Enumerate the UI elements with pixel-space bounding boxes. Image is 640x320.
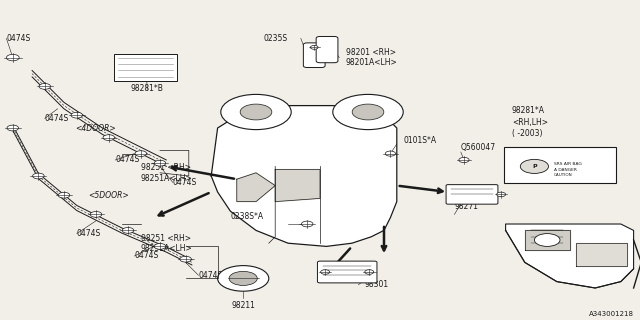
Polygon shape bbox=[525, 230, 570, 250]
FancyBboxPatch shape bbox=[303, 43, 325, 68]
Circle shape bbox=[459, 157, 469, 163]
Polygon shape bbox=[576, 243, 627, 266]
Circle shape bbox=[229, 271, 257, 285]
Text: 0474S: 0474S bbox=[77, 229, 101, 238]
Circle shape bbox=[33, 173, 44, 179]
Circle shape bbox=[39, 84, 51, 89]
Circle shape bbox=[6, 54, 19, 61]
Circle shape bbox=[90, 212, 102, 217]
Text: 0474S: 0474S bbox=[115, 156, 140, 164]
Text: P: P bbox=[532, 164, 537, 169]
Text: 98201 <RH>
98201A<LH>: 98201 <RH> 98201A<LH> bbox=[346, 48, 397, 67]
Text: 98271: 98271 bbox=[454, 202, 479, 211]
Circle shape bbox=[71, 112, 83, 118]
Circle shape bbox=[534, 234, 560, 246]
Circle shape bbox=[240, 104, 272, 120]
Circle shape bbox=[154, 160, 166, 166]
Circle shape bbox=[103, 135, 115, 140]
Polygon shape bbox=[237, 173, 275, 202]
FancyBboxPatch shape bbox=[317, 261, 377, 283]
Circle shape bbox=[154, 244, 166, 249]
Text: CAUTION: CAUTION bbox=[554, 173, 572, 177]
Text: <4DOOR>: <4DOOR> bbox=[76, 124, 116, 133]
Polygon shape bbox=[211, 106, 397, 246]
Circle shape bbox=[385, 151, 396, 156]
Circle shape bbox=[310, 45, 318, 49]
FancyBboxPatch shape bbox=[316, 36, 338, 63]
Circle shape bbox=[497, 192, 506, 196]
FancyBboxPatch shape bbox=[114, 54, 177, 81]
Circle shape bbox=[365, 270, 374, 274]
Text: 0235S: 0235S bbox=[264, 34, 288, 43]
Text: SRS AIR BAG: SRS AIR BAG bbox=[554, 162, 581, 166]
Circle shape bbox=[135, 151, 147, 156]
Circle shape bbox=[58, 192, 70, 198]
Circle shape bbox=[333, 94, 403, 130]
Text: 0238S*A: 0238S*A bbox=[230, 212, 264, 221]
Text: 0474S: 0474S bbox=[198, 271, 223, 280]
Text: 0101S*A: 0101S*A bbox=[403, 136, 436, 145]
Text: Q560047: Q560047 bbox=[461, 143, 496, 152]
Circle shape bbox=[352, 104, 384, 120]
Text: A343001218: A343001218 bbox=[589, 311, 634, 317]
Circle shape bbox=[321, 270, 330, 274]
Circle shape bbox=[301, 221, 313, 227]
Text: 98211: 98211 bbox=[231, 301, 255, 310]
Polygon shape bbox=[506, 224, 634, 288]
Text: 98281*A
<RH,LH>
( -2003): 98281*A <RH,LH> ( -2003) bbox=[512, 106, 548, 138]
Text: 0474S: 0474S bbox=[6, 34, 31, 43]
Circle shape bbox=[218, 266, 269, 291]
Text: 0474S: 0474S bbox=[134, 252, 159, 260]
FancyBboxPatch shape bbox=[446, 185, 498, 204]
Text: 0474S: 0474S bbox=[45, 114, 69, 123]
Text: <5DOOR>: <5DOOR> bbox=[88, 191, 129, 200]
Circle shape bbox=[122, 228, 134, 233]
Circle shape bbox=[520, 159, 548, 173]
Circle shape bbox=[180, 256, 191, 262]
Text: 98281*B: 98281*B bbox=[131, 84, 164, 93]
Polygon shape bbox=[275, 170, 320, 202]
Text: A DANGER: A DANGER bbox=[554, 168, 577, 172]
Text: 98251 <RH>
98251A<LH>: 98251 <RH> 98251A<LH> bbox=[141, 234, 193, 253]
Circle shape bbox=[221, 94, 291, 130]
Text: 0474S: 0474S bbox=[173, 178, 197, 187]
FancyBboxPatch shape bbox=[504, 147, 616, 183]
Text: 98301: 98301 bbox=[365, 280, 389, 289]
Circle shape bbox=[7, 125, 19, 131]
Text: 98251 <RH>
98251A<LH>: 98251 <RH> 98251A<LH> bbox=[141, 163, 193, 183]
